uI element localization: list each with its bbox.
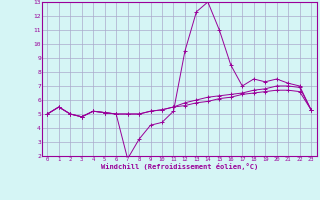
X-axis label: Windchill (Refroidissement éolien,°C): Windchill (Refroidissement éolien,°C) (100, 163, 258, 170)
